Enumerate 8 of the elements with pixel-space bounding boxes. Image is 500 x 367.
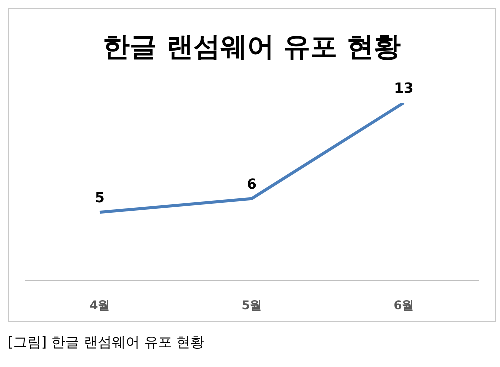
chart-title: 한글 랜섬웨어 유포 현황 (102, 31, 402, 65)
x-tick-label: 6월 (394, 298, 414, 313)
x-tick-label: 5월 (242, 298, 262, 313)
text: [그림] 한글 랜섬웨어 유포 현황 (8, 334, 206, 352)
data-label: 5 (95, 190, 105, 207)
data-label: 6 (247, 176, 257, 193)
data-label: 13 (394, 81, 414, 97)
x-tick-label: 4월 (90, 298, 110, 313)
